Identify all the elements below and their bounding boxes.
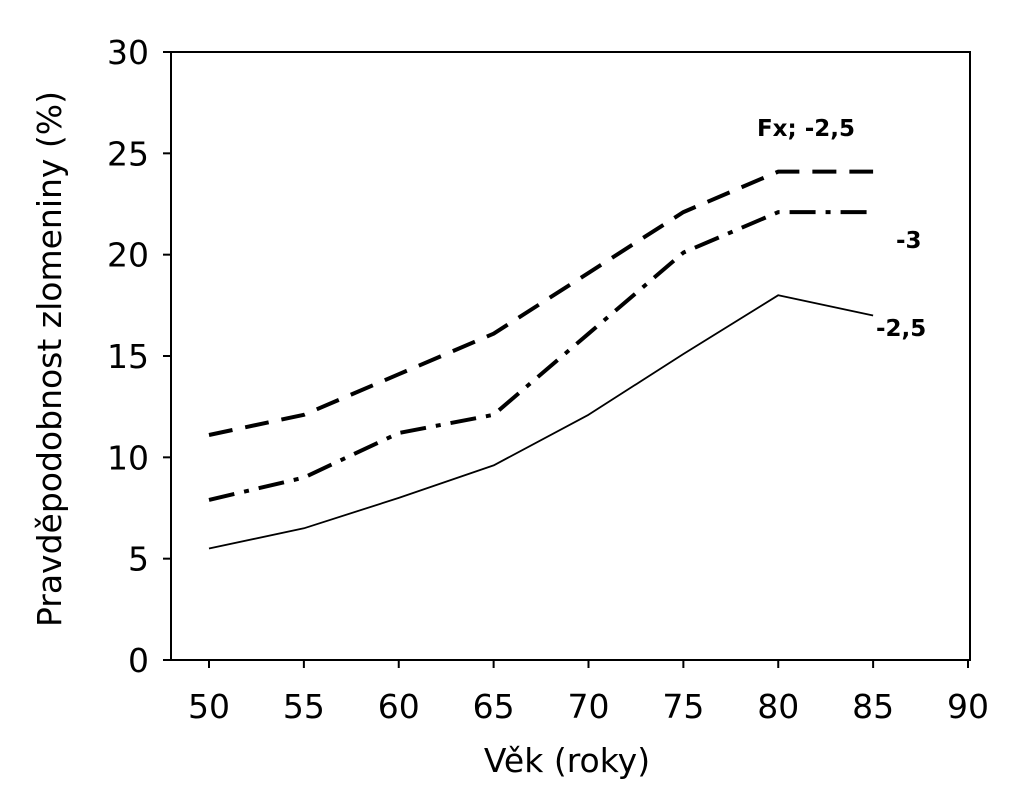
- y-tick-label: 10: [107, 438, 149, 477]
- y-tick-label: 0: [128, 641, 149, 680]
- y-tick-label: 20: [107, 236, 149, 275]
- series-line-dashed: [208, 169, 874, 437]
- series-label: -3: [896, 228, 922, 254]
- x-axis-ticks: 50 55 60 65 70 75 80 85 90: [188, 660, 989, 726]
- y-axis-ticks: 0 5 10 15 20 25 30: [107, 33, 171, 680]
- series-lines: [208, 169, 874, 550]
- series-line-solid: [208, 294, 874, 550]
- series-label: -2,5: [876, 316, 926, 342]
- plot-frame: [170, 51, 971, 661]
- y-tick-label: 30: [107, 33, 149, 72]
- x-tick-label: 50: [188, 687, 230, 726]
- plot-border: [170, 51, 971, 661]
- y-tick-label: 5: [128, 540, 149, 579]
- y-tick-label: 25: [107, 134, 149, 173]
- x-tick-label: 70: [568, 687, 610, 726]
- x-tick-label: 80: [757, 687, 799, 726]
- series-label: Fx; -2,5: [757, 116, 855, 142]
- x-tick-label: 55: [283, 687, 325, 726]
- y-tick-label: 15: [107, 337, 149, 376]
- x-tick-label: 65: [473, 687, 515, 726]
- series-line-dash-dot: [208, 210, 874, 502]
- x-tick-label: 90: [947, 687, 989, 726]
- series-labels: Fx; -2,5 -3 -2,5: [757, 116, 926, 342]
- y-axis-title: Pravděpodobnost zlomeniny (%): [30, 91, 69, 627]
- x-tick-label: 60: [378, 687, 420, 726]
- x-axis-title: Věk (roky): [484, 741, 650, 780]
- x-tick-label: 85: [852, 687, 894, 726]
- x-tick-label: 75: [662, 687, 704, 726]
